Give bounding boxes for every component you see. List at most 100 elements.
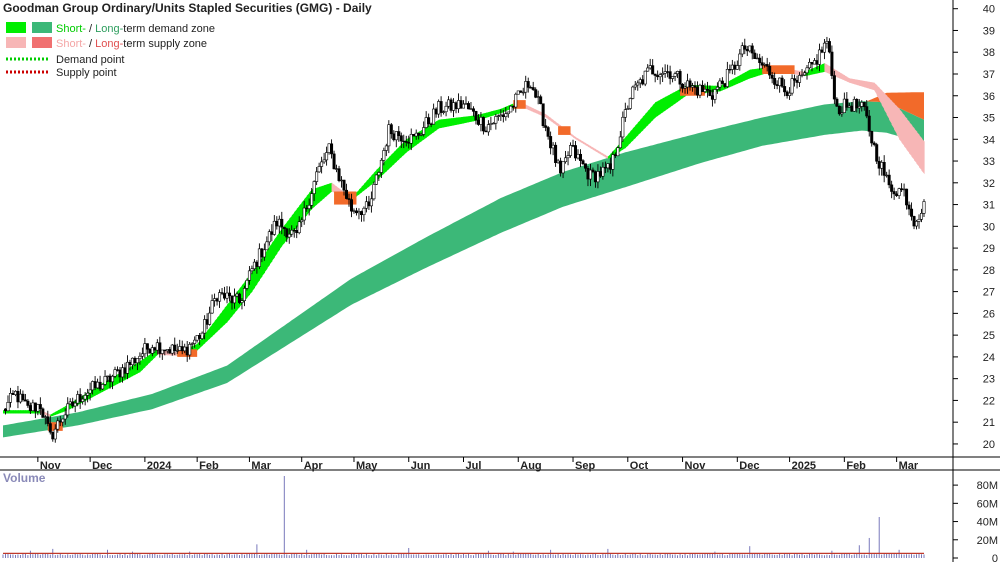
short-term-demand-segment bbox=[25, 410, 29, 414]
candle-up bbox=[96, 381, 100, 389]
candle-up bbox=[860, 102, 864, 107]
candle-up bbox=[631, 86, 635, 99]
short-term-supply-segment bbox=[331, 182, 335, 193]
short-term-demand-segment bbox=[398, 144, 402, 160]
candle-down bbox=[653, 73, 657, 76]
price-tick-label: 24 bbox=[983, 352, 995, 364]
short-term-demand-segment bbox=[630, 128, 634, 143]
short-term-demand-segment bbox=[732, 77, 736, 86]
candle-down bbox=[449, 99, 453, 111]
candle-up bbox=[588, 169, 592, 180]
short-term-supply-segment bbox=[602, 153, 606, 158]
candle-down bbox=[519, 90, 523, 93]
candle-down bbox=[539, 96, 543, 105]
candle-down bbox=[454, 102, 458, 110]
short-term-demand-segment bbox=[744, 70, 748, 81]
short-term-demand-segment bbox=[441, 119, 445, 128]
supply-crossover-patch bbox=[762, 65, 795, 74]
short-term-demand-segment bbox=[139, 359, 143, 373]
candle-up bbox=[160, 349, 164, 354]
short-term-demand-segment bbox=[446, 118, 450, 127]
candle-down bbox=[345, 189, 349, 199]
price-tick-label: 34 bbox=[983, 134, 995, 146]
time-tick-label: Feb bbox=[846, 460, 866, 472]
candle-down bbox=[666, 71, 670, 73]
candle-up bbox=[325, 152, 329, 161]
candle-up bbox=[150, 347, 154, 354]
short-term-demand-segment bbox=[50, 413, 54, 417]
price-tick-label: 38 bbox=[983, 47, 995, 59]
short-term-supply-segment bbox=[849, 78, 853, 84]
candle-down bbox=[581, 160, 585, 165]
candle-down bbox=[48, 423, 52, 433]
short-term-demand-segment bbox=[57, 408, 61, 414]
short-term-supply-segment bbox=[605, 155, 609, 159]
price-tick-label: 39 bbox=[983, 25, 995, 37]
candle-up bbox=[817, 49, 821, 65]
candle-up bbox=[646, 67, 650, 72]
candle-down bbox=[775, 84, 779, 86]
candle-up bbox=[36, 404, 40, 412]
candle-down bbox=[765, 64, 769, 67]
candle-down bbox=[215, 298, 219, 302]
candle-up bbox=[778, 77, 782, 86]
short-term-demand-segment bbox=[12, 410, 17, 414]
short-term-demand-segment bbox=[488, 111, 492, 117]
short-term-demand-segment bbox=[329, 182, 333, 194]
candle-down bbox=[28, 405, 32, 412]
candle-down bbox=[773, 78, 777, 85]
candle-down bbox=[41, 408, 45, 418]
candle-down bbox=[720, 80, 724, 84]
candle-down bbox=[651, 65, 655, 75]
candle-down bbox=[554, 144, 558, 164]
candle-down bbox=[501, 114, 505, 118]
candle-up bbox=[135, 358, 139, 364]
short-term-supply-segment bbox=[592, 147, 597, 152]
short-term-demand-segment bbox=[363, 181, 368, 191]
short-term-demand-segment bbox=[821, 63, 826, 73]
short-term-demand-segment bbox=[637, 119, 641, 136]
time-tick-label: Dec bbox=[92, 460, 112, 472]
price-tick-label: 31 bbox=[983, 200, 995, 212]
short-term-supply-segment bbox=[894, 103, 898, 135]
volume-tick-label: 20M bbox=[977, 535, 998, 547]
candle-down bbox=[870, 131, 874, 144]
candle-up bbox=[6, 402, 10, 412]
short-term-demand-segment bbox=[214, 317, 218, 334]
candle-up bbox=[86, 392, 90, 396]
candle-up bbox=[673, 73, 677, 77]
candle-up bbox=[250, 268, 254, 272]
short-term-supply-segment bbox=[876, 85, 880, 101]
candle-down bbox=[71, 401, 75, 407]
time-tick-label: Nov bbox=[40, 460, 62, 472]
candle-down bbox=[598, 171, 602, 177]
candle-down bbox=[23, 399, 27, 402]
candle-up bbox=[357, 211, 361, 214]
candle-down bbox=[402, 140, 406, 143]
candle-up bbox=[566, 155, 570, 159]
candle-down bbox=[641, 79, 645, 85]
candle-down bbox=[544, 125, 548, 128]
candle-up bbox=[499, 114, 503, 117]
short-term-supply-segment bbox=[582, 141, 587, 146]
candle-up bbox=[452, 102, 456, 111]
short-term-demand-segment bbox=[274, 235, 278, 258]
candle-up bbox=[218, 292, 222, 302]
candle-down bbox=[832, 75, 836, 100]
short-term-demand-segment bbox=[505, 105, 509, 111]
short-term-supply-segment bbox=[794, 70, 798, 75]
candle-down bbox=[887, 174, 891, 186]
candle-up bbox=[18, 393, 22, 403]
candle-up bbox=[556, 160, 560, 164]
candle-up bbox=[661, 73, 665, 75]
candle-up bbox=[920, 213, 924, 220]
candle-down bbox=[526, 81, 530, 88]
candle-down bbox=[867, 115, 871, 132]
supply-point-legend-label: Supply point bbox=[56, 67, 117, 79]
short-term-supply-segment bbox=[834, 69, 838, 78]
short-term-demand-segment bbox=[463, 116, 467, 124]
candle-up bbox=[489, 123, 493, 125]
time-tick-label: Aug bbox=[520, 460, 541, 472]
candle-up bbox=[442, 111, 446, 113]
volume-tick-label: 60M bbox=[977, 498, 998, 510]
